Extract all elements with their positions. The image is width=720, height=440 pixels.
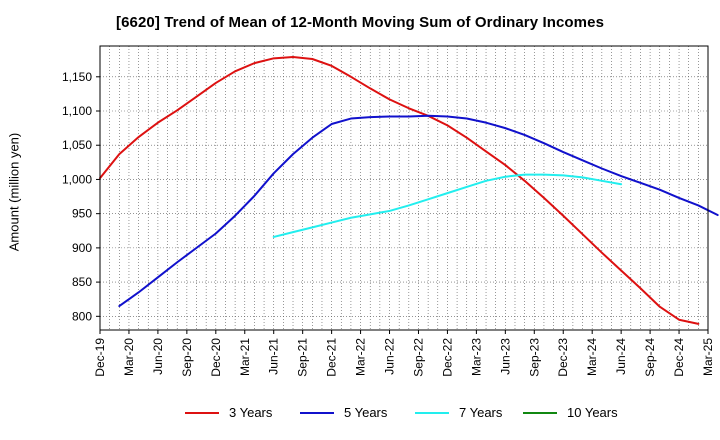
x-tick-label: Sep-20 [180, 338, 194, 377]
x-tick-label: Dec-19 [93, 338, 107, 377]
legend-swatch [523, 411, 557, 414]
x-tick-label: Mar-22 [354, 338, 368, 376]
x-tick-label: Jun-21 [267, 338, 281, 375]
legend-swatch [300, 411, 334, 414]
y-tick-label: 800 [72, 309, 92, 323]
plot-frame [99, 45, 709, 331]
x-tick-label: Dec-21 [325, 338, 339, 377]
x-tick-label: Dec-23 [556, 338, 570, 377]
y-tick-label: 1,000 [62, 172, 92, 186]
series-line-7-years [272, 173, 623, 238]
legend-label: 5 Years [344, 405, 388, 420]
y-tick-label: 1,050 [62, 138, 92, 152]
legend-swatch [185, 411, 219, 414]
chart-title: [6620] Trend of Mean of 12-Month Moving … [115, 14, 605, 31]
x-tick-label: Mar-25 [701, 338, 715, 376]
series-line-5-years [118, 114, 719, 308]
y-tick-label: 1,150 [62, 70, 92, 84]
x-tick-label: Mar-20 [122, 338, 136, 376]
x-tick-label: Sep-23 [527, 338, 541, 377]
legend-label: 3 Years [229, 405, 273, 420]
y-tick-label: 850 [72, 275, 92, 289]
legend: 3 Years 5 Years 7 Years 10 Years [0, 405, 720, 425]
x-tick-label: Dec-24 [672, 338, 686, 377]
legend-item: 10 Years [523, 405, 618, 420]
x-tick-label: Mar-23 [469, 338, 483, 376]
legend-item: 5 Years [300, 405, 387, 420]
legend-label: 10 Years [567, 405, 618, 420]
y-tick-label: 950 [72, 207, 92, 221]
legend-label: 7 Years [459, 405, 503, 420]
x-tick-label: Dec-22 [440, 338, 454, 377]
x-tick-label: Jun-23 [498, 338, 512, 375]
x-tick-label: Mar-21 [238, 338, 252, 376]
legend-item: 3 Years [185, 405, 272, 420]
x-tick-label: Sep-22 [411, 338, 425, 377]
x-tick-label: Jun-24 [614, 338, 628, 375]
y-tick-label: 900 [72, 241, 92, 255]
x-tick-label: Jun-22 [383, 338, 397, 375]
x-tick-label: Sep-24 [643, 338, 657, 377]
legend-swatch [415, 411, 449, 414]
x-tick-label: Sep-21 [296, 338, 310, 377]
y-tick-label: 1,100 [62, 104, 92, 118]
x-tick-label: Jun-20 [151, 338, 165, 375]
legend-item: 7 Years [415, 405, 502, 420]
x-tick-label: Dec-20 [209, 338, 223, 377]
x-tick-label: Mar-24 [585, 338, 599, 376]
series-line-3-years [99, 55, 700, 325]
plot-area [100, 46, 708, 330]
